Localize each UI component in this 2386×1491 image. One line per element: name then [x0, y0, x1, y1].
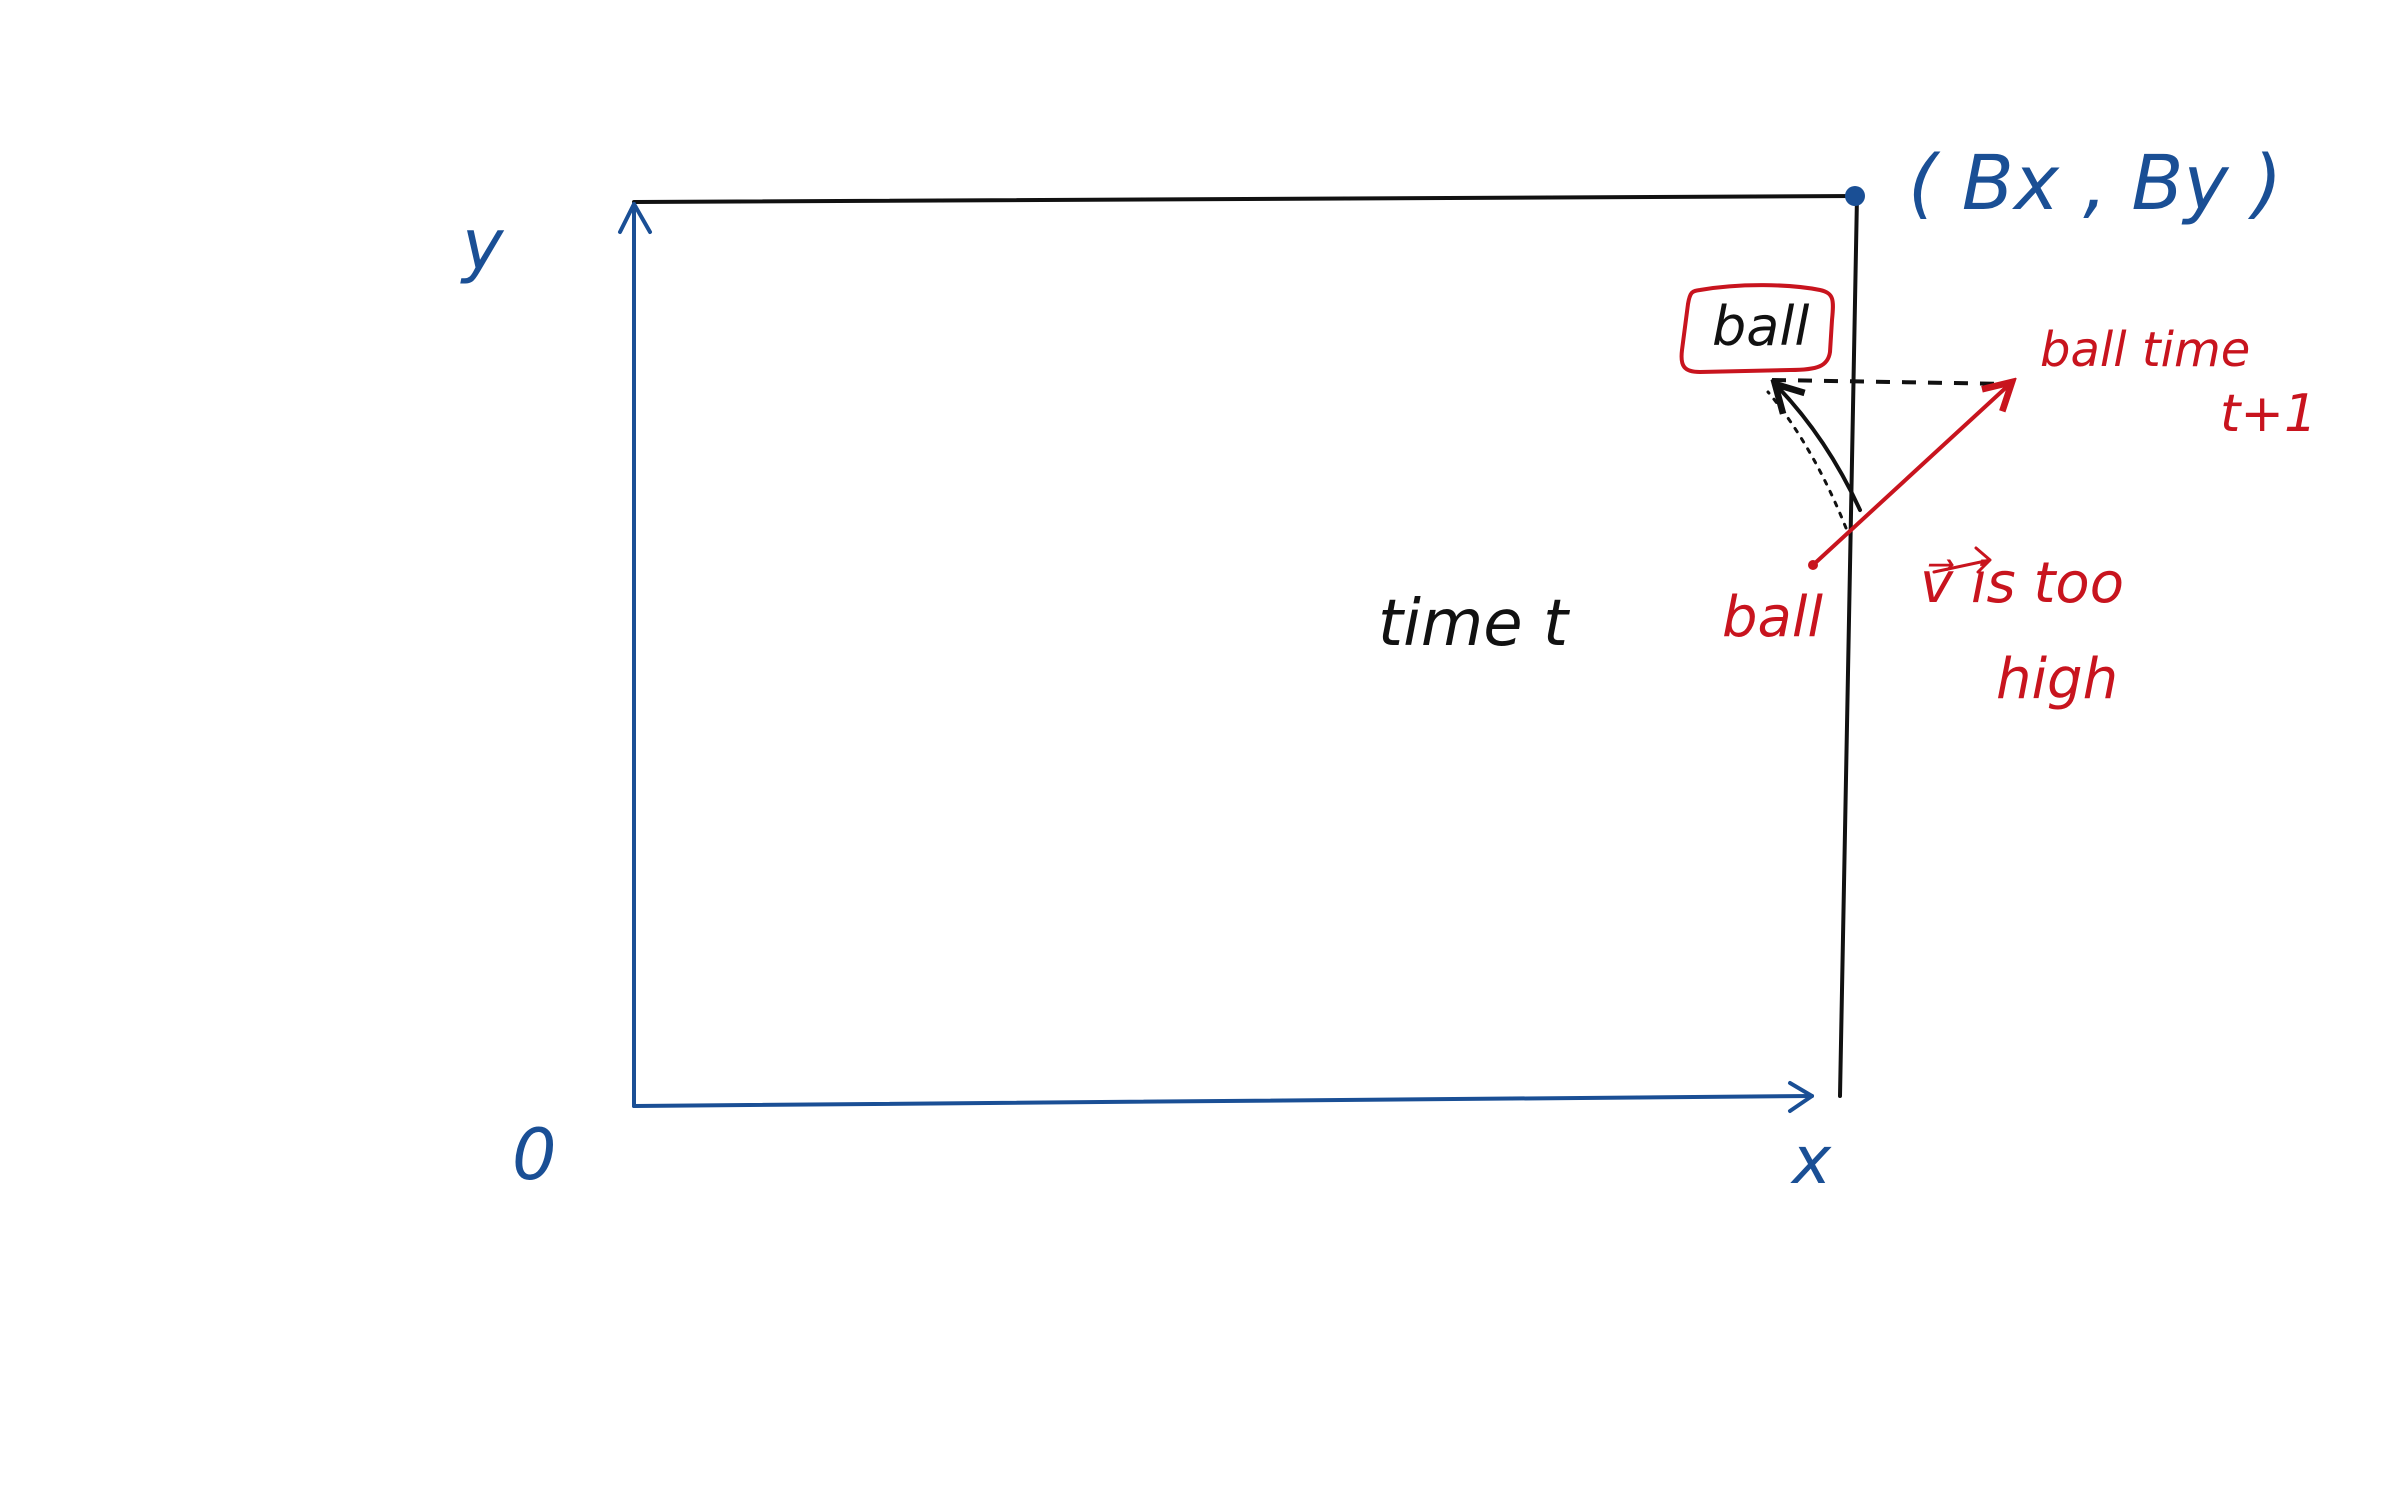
reflected-ball-label: ball: [1712, 295, 1810, 358]
time-t-caption: time t: [1378, 587, 1569, 661]
corner-label: ( Bx , By ): [1908, 138, 2283, 227]
velocity-note-line1: v⃗ is too: [1920, 551, 2124, 616]
velocity-arrow: [1811, 382, 2012, 567]
box-right-wall: [1838, 194, 1859, 1098]
box-top-edge: [632, 194, 1859, 204]
corner-point: [1845, 186, 1865, 206]
vector-arrow-mark: [1932, 546, 1992, 574]
reflected-path-arrow: [1775, 384, 1862, 512]
dashed-projection-line: [1771, 378, 2011, 386]
x-axis-label: x: [1792, 1122, 1832, 1199]
ball-t-label: ball: [1722, 585, 1823, 650]
ball-next-label-line1: ball time: [2040, 322, 2251, 378]
y-axis-label: y: [462, 204, 504, 286]
ball-highlight-box: [1679, 283, 1835, 375]
velocity-note-line2: high: [1996, 647, 2119, 712]
y-axis-arrowhead: [618, 202, 652, 234]
origin-label: 0: [512, 1114, 557, 1196]
ball-next-label-line2: t+1: [2220, 384, 2318, 444]
x-axis-arrowhead: [1788, 1081, 1814, 1113]
x-axis: [632, 1094, 1814, 1108]
